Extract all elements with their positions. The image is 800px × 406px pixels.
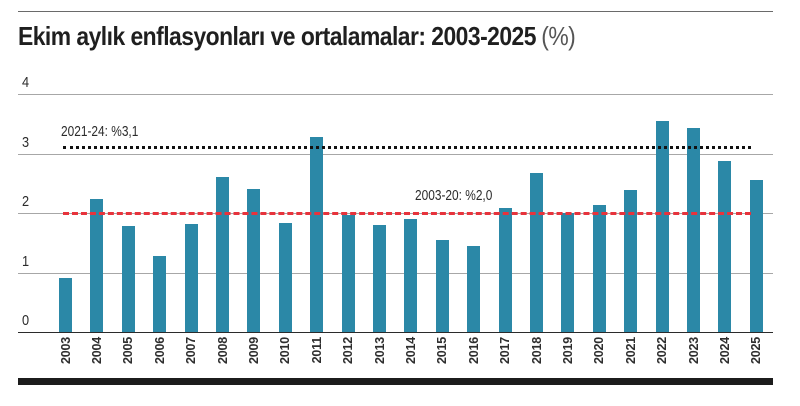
x-tick-label: 2006	[152, 337, 167, 365]
bar-2025[interactable]	[749, 180, 763, 332]
x-tick-label: 2023	[686, 337, 701, 365]
x-tick-label: 2008	[215, 337, 230, 365]
x-tick-label: 2004	[89, 337, 104, 365]
avg-line-2003-20	[63, 211, 751, 215]
bar-2010[interactable]	[278, 223, 292, 332]
bar-2013[interactable]	[373, 224, 386, 332]
bar-2019[interactable]	[561, 213, 575, 332]
bar-2004[interactable]	[90, 198, 104, 332]
avg-line-2021-24	[63, 146, 751, 150]
bar-2021[interactable]	[624, 189, 638, 332]
x-tick-label: 2021	[623, 337, 638, 365]
bar-2005[interactable]	[121, 226, 135, 332]
bar-2008[interactable]	[216, 177, 229, 332]
gridline	[18, 272, 773, 274]
bar-2023[interactable]	[687, 127, 700, 332]
bar-2009[interactable]	[247, 188, 261, 332]
x-tick-label: 2014	[403, 337, 418, 365]
bar-2014[interactable]	[404, 218, 418, 332]
x-tick-label: 2007	[184, 337, 199, 365]
y-tick-label: 1	[22, 252, 30, 270]
bar-2024[interactable]	[718, 161, 732, 332]
y-tick-label: 4	[22, 74, 30, 91]
x-tick-label: 2003	[58, 337, 73, 365]
gridline	[18, 94, 773, 95]
gridline	[18, 153, 773, 155]
bar-2020[interactable]	[592, 205, 606, 332]
x-tick-label: 2015	[435, 337, 450, 365]
avg-label-2021-24: 2021-24: %3,1	[61, 123, 139, 140]
y-tick-label: 3	[22, 133, 30, 151]
x-tick-label: 2011	[309, 337, 324, 364]
chart-title-text: Ekim aylık enflasyonları ve ortalamalar:…	[18, 21, 536, 51]
x-axis-line	[18, 331, 773, 333]
bar-2012[interactable]	[341, 215, 355, 332]
bar-2016[interactable]	[467, 246, 481, 332]
x-tick-label: 2018	[529, 337, 544, 365]
chart-unit: (%)	[541, 21, 576, 51]
bar-2003[interactable]	[59, 277, 72, 332]
x-tick-label: 2017	[498, 337, 513, 365]
y-tick-label: 2	[22, 193, 30, 210]
bar-2011[interactable]	[310, 137, 324, 332]
x-tick-label: 2022	[655, 337, 670, 365]
x-tick-label: 2005	[121, 337, 136, 365]
bottom-rule	[18, 378, 773, 385]
x-tick-label: 2024	[717, 337, 732, 365]
bar-2017[interactable]	[498, 208, 512, 332]
avg-label-2003-20: 2003-20: %2,0	[415, 188, 493, 204]
chart-title: Ekim aylık enflasyonları ve ortalamalar:…	[18, 21, 576, 52]
bar-2006[interactable]	[153, 256, 167, 332]
top-rule	[18, 11, 773, 12]
x-tick-label: 2013	[372, 337, 387, 365]
x-tick-label: 2020	[592, 337, 607, 365]
x-tick-label: 2010	[278, 337, 293, 365]
bar-2007[interactable]	[184, 224, 198, 332]
x-tick-label: 2016	[466, 337, 481, 365]
x-tick-label: 2025	[749, 337, 764, 365]
x-tick-label: 2009	[246, 337, 261, 365]
bar-2022[interactable]	[655, 121, 669, 332]
bar-2018[interactable]	[530, 173, 543, 332]
x-tick-label: 2019	[560, 337, 575, 365]
bar-2015[interactable]	[435, 239, 449, 332]
x-tick-label: 2012	[341, 337, 356, 365]
y-tick-label: 0	[22, 312, 30, 329]
